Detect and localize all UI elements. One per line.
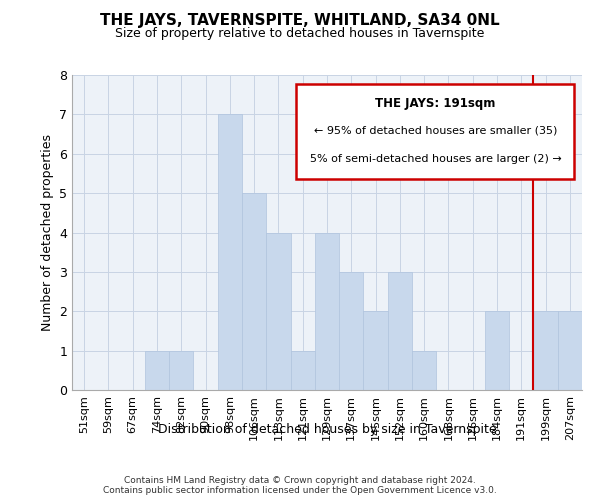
- Bar: [364, 311, 388, 390]
- Bar: [388, 272, 412, 390]
- Text: THE JAYS, TAVERNSPITE, WHITLAND, SA34 0NL: THE JAYS, TAVERNSPITE, WHITLAND, SA34 0N…: [100, 12, 500, 28]
- Text: Contains public sector information licensed under the Open Government Licence v3: Contains public sector information licen…: [103, 486, 497, 495]
- Bar: [315, 232, 339, 390]
- Bar: [533, 311, 558, 390]
- Text: 5% of semi-detached houses are larger (2) →: 5% of semi-detached houses are larger (2…: [310, 154, 561, 164]
- Bar: [412, 350, 436, 390]
- Bar: [242, 193, 266, 390]
- Bar: [290, 350, 315, 390]
- Y-axis label: Number of detached properties: Number of detached properties: [41, 134, 53, 331]
- Bar: [558, 311, 582, 390]
- Bar: [485, 311, 509, 390]
- Text: Contains HM Land Registry data © Crown copyright and database right 2024.: Contains HM Land Registry data © Crown c…: [124, 476, 476, 485]
- Text: Size of property relative to detached houses in Tavernspite: Size of property relative to detached ho…: [115, 28, 485, 40]
- Bar: [266, 232, 290, 390]
- Bar: [218, 114, 242, 390]
- Text: THE JAYS: 191sqm: THE JAYS: 191sqm: [375, 97, 496, 110]
- FancyBboxPatch shape: [296, 84, 574, 179]
- Bar: [145, 350, 169, 390]
- Text: ← 95% of detached houses are smaller (35): ← 95% of detached houses are smaller (35…: [314, 126, 557, 136]
- Text: Distribution of detached houses by size in Tavernspite: Distribution of detached houses by size …: [158, 422, 496, 436]
- Bar: [169, 350, 193, 390]
- Bar: [339, 272, 364, 390]
